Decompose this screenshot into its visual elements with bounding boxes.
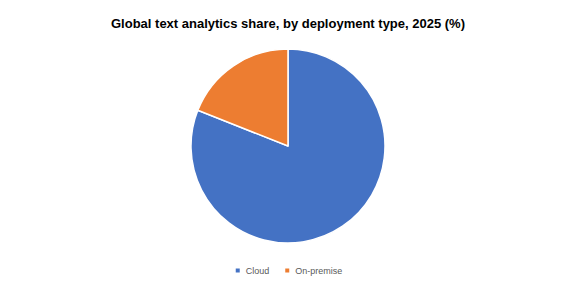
svg-text:On-premise: On-premise xyxy=(295,266,342,276)
svg-text:Cloud: Cloud xyxy=(246,266,270,276)
svg-text:Global text analytics share, b: Global text analytics share, by deployme… xyxy=(111,16,465,31)
